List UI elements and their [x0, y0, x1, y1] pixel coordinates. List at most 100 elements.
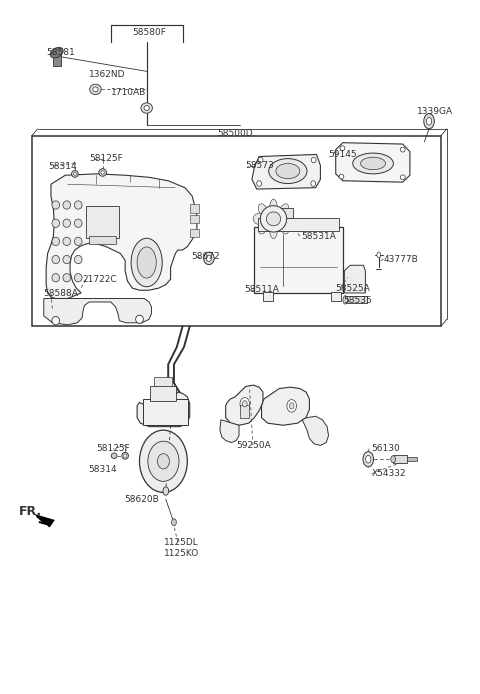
- Text: 1339GA: 1339GA: [417, 107, 453, 116]
- Ellipse shape: [240, 398, 250, 410]
- Text: 1710AB: 1710AB: [111, 87, 146, 96]
- Ellipse shape: [74, 237, 82, 246]
- Bar: [190, 204, 199, 212]
- Ellipse shape: [99, 169, 107, 176]
- Bar: [154, 378, 172, 386]
- Ellipse shape: [260, 205, 287, 232]
- Ellipse shape: [204, 252, 214, 264]
- Bar: [254, 227, 343, 293]
- Text: 1125DL: 1125DL: [164, 538, 199, 547]
- Ellipse shape: [391, 456, 396, 463]
- Ellipse shape: [63, 237, 71, 246]
- Polygon shape: [44, 298, 152, 325]
- Bar: [258, 218, 339, 230]
- Ellipse shape: [52, 219, 60, 228]
- Ellipse shape: [157, 454, 169, 469]
- Ellipse shape: [141, 103, 153, 113]
- Ellipse shape: [289, 403, 294, 409]
- Ellipse shape: [242, 400, 247, 407]
- Ellipse shape: [52, 316, 60, 325]
- Ellipse shape: [287, 400, 297, 412]
- Ellipse shape: [400, 175, 405, 180]
- Text: 43777B: 43777B: [384, 255, 419, 264]
- Bar: [240, 405, 249, 418]
- Ellipse shape: [136, 315, 144, 323]
- Ellipse shape: [101, 171, 104, 174]
- Text: 58580F: 58580F: [132, 28, 166, 37]
- Ellipse shape: [72, 171, 78, 177]
- Polygon shape: [252, 155, 321, 189]
- Ellipse shape: [111, 453, 117, 459]
- Text: 58581: 58581: [46, 48, 75, 57]
- Ellipse shape: [424, 114, 434, 129]
- Text: 58525A: 58525A: [336, 284, 371, 293]
- Text: 1362ND: 1362ND: [89, 70, 126, 79]
- Text: 58511A: 58511A: [244, 285, 279, 294]
- Bar: [393, 455, 407, 464]
- Ellipse shape: [353, 153, 394, 174]
- Ellipse shape: [52, 237, 60, 246]
- Ellipse shape: [74, 255, 82, 264]
- Ellipse shape: [140, 430, 187, 493]
- Ellipse shape: [343, 296, 348, 304]
- Ellipse shape: [63, 255, 71, 264]
- Text: 58125F: 58125F: [89, 154, 123, 163]
- Polygon shape: [35, 515, 54, 527]
- Polygon shape: [226, 385, 263, 425]
- Ellipse shape: [131, 238, 162, 287]
- Ellipse shape: [270, 199, 277, 217]
- Ellipse shape: [73, 173, 76, 175]
- Bar: [345, 296, 367, 303]
- Ellipse shape: [50, 47, 63, 58]
- Bar: [331, 291, 340, 301]
- Ellipse shape: [137, 247, 156, 278]
- Ellipse shape: [282, 213, 294, 224]
- Ellipse shape: [148, 441, 179, 482]
- Text: 58125F: 58125F: [96, 444, 130, 453]
- Text: 1125KO: 1125KO: [164, 549, 199, 558]
- Text: 21722C: 21722C: [82, 276, 117, 285]
- Bar: [266, 208, 293, 218]
- Ellipse shape: [266, 212, 281, 226]
- Polygon shape: [53, 54, 60, 67]
- Bar: [86, 206, 120, 237]
- Polygon shape: [262, 387, 310, 425]
- Ellipse shape: [74, 219, 82, 228]
- Ellipse shape: [278, 219, 288, 234]
- Text: 58500D: 58500D: [217, 129, 253, 138]
- Ellipse shape: [253, 213, 265, 224]
- Text: 56130: 56130: [372, 444, 400, 453]
- Ellipse shape: [257, 180, 262, 186]
- Ellipse shape: [52, 255, 60, 264]
- Bar: [407, 457, 417, 462]
- Ellipse shape: [123, 454, 127, 457]
- Ellipse shape: [258, 219, 268, 234]
- Ellipse shape: [63, 201, 71, 209]
- Bar: [150, 386, 176, 401]
- Ellipse shape: [360, 158, 385, 170]
- Bar: [190, 214, 199, 223]
- Ellipse shape: [52, 273, 60, 282]
- Bar: [190, 228, 199, 237]
- Ellipse shape: [258, 204, 268, 219]
- Ellipse shape: [278, 204, 288, 219]
- Polygon shape: [220, 420, 239, 443]
- Text: 58620B: 58620B: [124, 495, 159, 504]
- Ellipse shape: [400, 147, 405, 152]
- Ellipse shape: [258, 158, 263, 163]
- Ellipse shape: [206, 255, 212, 262]
- Text: 58573: 58573: [245, 161, 274, 170]
- Ellipse shape: [276, 164, 300, 178]
- Ellipse shape: [363, 452, 373, 467]
- Polygon shape: [344, 265, 365, 293]
- Text: 58588A: 58588A: [44, 289, 79, 298]
- Ellipse shape: [63, 273, 71, 282]
- Text: X54332: X54332: [372, 469, 406, 478]
- Text: 58314: 58314: [48, 162, 77, 171]
- Bar: [263, 291, 273, 301]
- Polygon shape: [302, 416, 328, 446]
- Ellipse shape: [270, 221, 277, 239]
- Ellipse shape: [311, 180, 316, 186]
- Ellipse shape: [377, 252, 381, 257]
- Ellipse shape: [63, 219, 71, 228]
